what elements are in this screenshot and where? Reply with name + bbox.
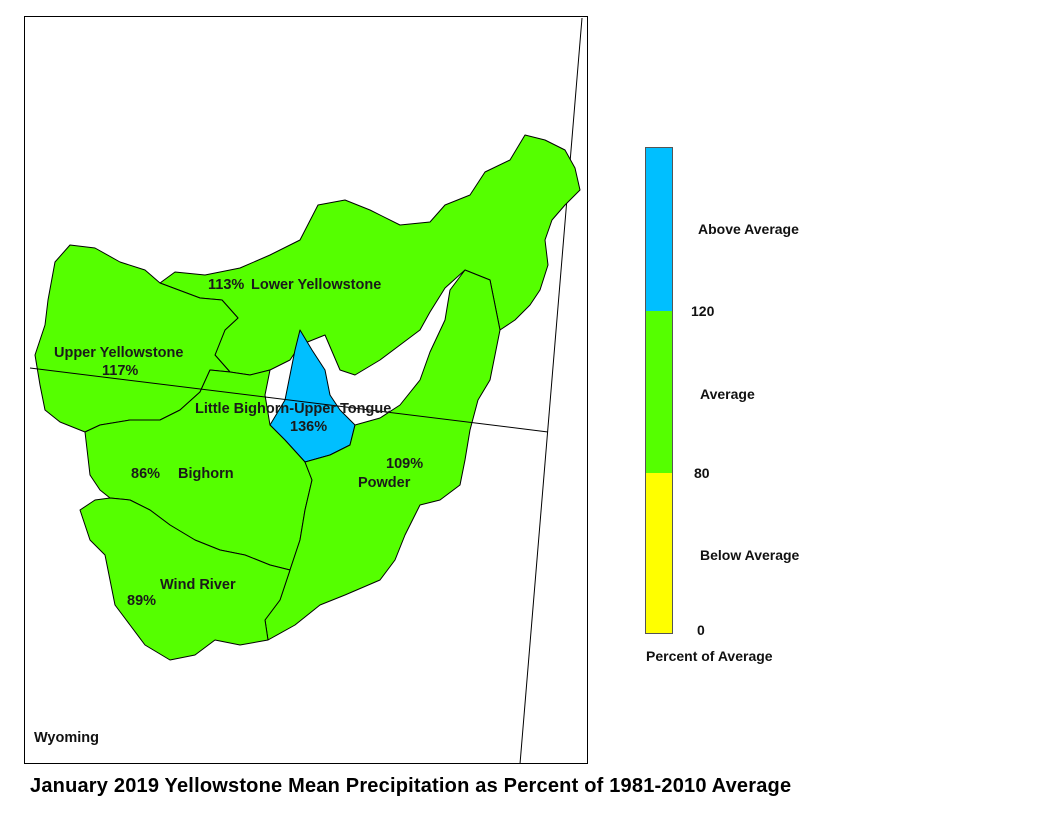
label-lbut-percent: 136% bbox=[290, 419, 327, 435]
legend-swatch-below bbox=[646, 473, 672, 633]
legend-label-average: Average bbox=[700, 386, 755, 402]
label-wind-river-name: Wind River bbox=[160, 577, 236, 593]
basin-labels: 113% Lower Yellowstone Upper Yellowstone… bbox=[54, 277, 423, 609]
state-label: Wyoming bbox=[34, 730, 99, 746]
state-boundary-north bbox=[29, 367, 549, 433]
label-powder-name: Powder bbox=[358, 475, 411, 491]
state-boundary-east bbox=[519, 17, 583, 765]
label-lower-yellowstone-name: Lower Yellowstone bbox=[251, 277, 381, 293]
label-lbut-name: Little Bighorn-Upper Tongue bbox=[195, 401, 391, 417]
label-upper-yellowstone-name: Upper Yellowstone bbox=[54, 345, 183, 361]
label-bighorn-name: Bighorn bbox=[178, 466, 234, 482]
label-wind-river-percent: 89% bbox=[127, 593, 156, 609]
legend-label-below: Below Average bbox=[700, 547, 800, 563]
legend-label-above: Above Average bbox=[698, 221, 799, 237]
legend-swatch-average bbox=[646, 311, 672, 473]
legend-color-bar bbox=[645, 147, 673, 634]
legend-break-0: 0 bbox=[697, 622, 705, 638]
basin-polygons bbox=[34, 134, 581, 661]
legend-break-120: 120 bbox=[691, 303, 715, 319]
label-upper-yellowstone-percent: 117% bbox=[102, 363, 138, 379]
label-powder-percent: 109% bbox=[386, 456, 423, 472]
map-title: January 2019 Yellowstone Mean Precipitat… bbox=[30, 775, 792, 797]
basin-wind-river[interactable] bbox=[79, 497, 291, 661]
label-lower-yellowstone-percent: 113% bbox=[208, 277, 244, 293]
legend-break-80: 80 bbox=[694, 465, 710, 481]
legend-title: Percent of Average bbox=[646, 648, 773, 664]
legend-swatch-above bbox=[646, 148, 672, 311]
label-bighorn-percent: 86% bbox=[131, 466, 160, 482]
basin-lower-yellowstone[interactable] bbox=[159, 134, 581, 376]
